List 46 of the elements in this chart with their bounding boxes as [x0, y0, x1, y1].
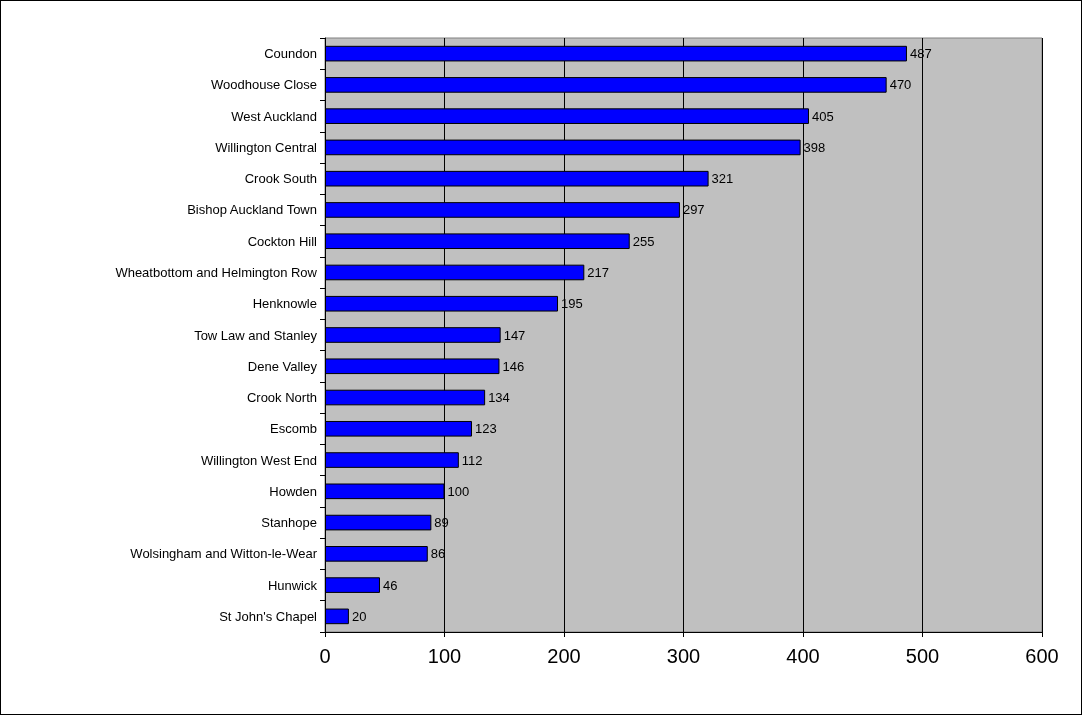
- data-label: 321: [711, 171, 734, 187]
- x-tick-label: 600: [1025, 645, 1059, 667]
- x-tick-label: 500: [905, 645, 940, 667]
- y-tick-label: Coundon: [264, 46, 317, 62]
- data-label: 100: [447, 483, 470, 499]
- y-tick-label: Crook South: [244, 171, 317, 187]
- bar: [325, 577, 380, 593]
- data-label: 398: [803, 139, 826, 155]
- x-tick-label: 400: [786, 645, 820, 667]
- data-label: 147: [503, 327, 526, 343]
- y-tick-label: Bishop Auckland Town: [187, 202, 317, 218]
- x-tick-label: 0: [319, 645, 331, 667]
- data-label: 217: [587, 264, 610, 280]
- data-label: 470: [889, 77, 912, 93]
- y-tick-label: Dene Valley: [247, 358, 318, 374]
- data-label: 86: [430, 546, 446, 562]
- y-tick-label: Henknowle: [252, 296, 317, 312]
- bar: [325, 514, 432, 531]
- x-tick-label: 100: [427, 645, 462, 667]
- y-tick-label: Stanhope: [261, 515, 317, 531]
- y-tick-label: Crook North: [246, 390, 317, 406]
- data-label: 146: [502, 358, 525, 374]
- y-tick-label: Wolsingham and Witton-le-Wear: [130, 546, 318, 562]
- data-label: 405: [811, 108, 834, 124]
- data-label: 20: [351, 608, 367, 624]
- y-tick-label: Tow Law and Stanley: [194, 327, 318, 343]
- y-tick-label: West Auckland: [231, 108, 317, 124]
- data-label: 134: [488, 390, 510, 406]
- y-tick-label: Howden: [269, 483, 317, 499]
- y-tick-label: Willington West End: [200, 452, 317, 468]
- y-tick-label: Escomb: [270, 421, 317, 437]
- data-label: 255: [632, 233, 655, 249]
- bar: [325, 546, 428, 562]
- x-tick-label: 200: [547, 645, 581, 667]
- x-tick-label: 300: [666, 645, 701, 667]
- data-label: 46: [382, 577, 398, 593]
- y-tick-label: Wheatbottom and Helmington Row: [115, 264, 318, 280]
- y-tick-label: Hunwick: [267, 577, 318, 593]
- y-tick-label: Willington Central: [215, 139, 318, 155]
- bar: [325, 608, 349, 625]
- y-tick-label: Woodhouse Close: [211, 77, 317, 93]
- data-label: 297: [682, 202, 705, 218]
- data-label: 112: [461, 452, 483, 468]
- y-tick-label: Cockton Hill: [247, 233, 318, 249]
- y-tick-label: St John's Chapel: [219, 608, 318, 624]
- data-label: 123: [474, 421, 497, 437]
